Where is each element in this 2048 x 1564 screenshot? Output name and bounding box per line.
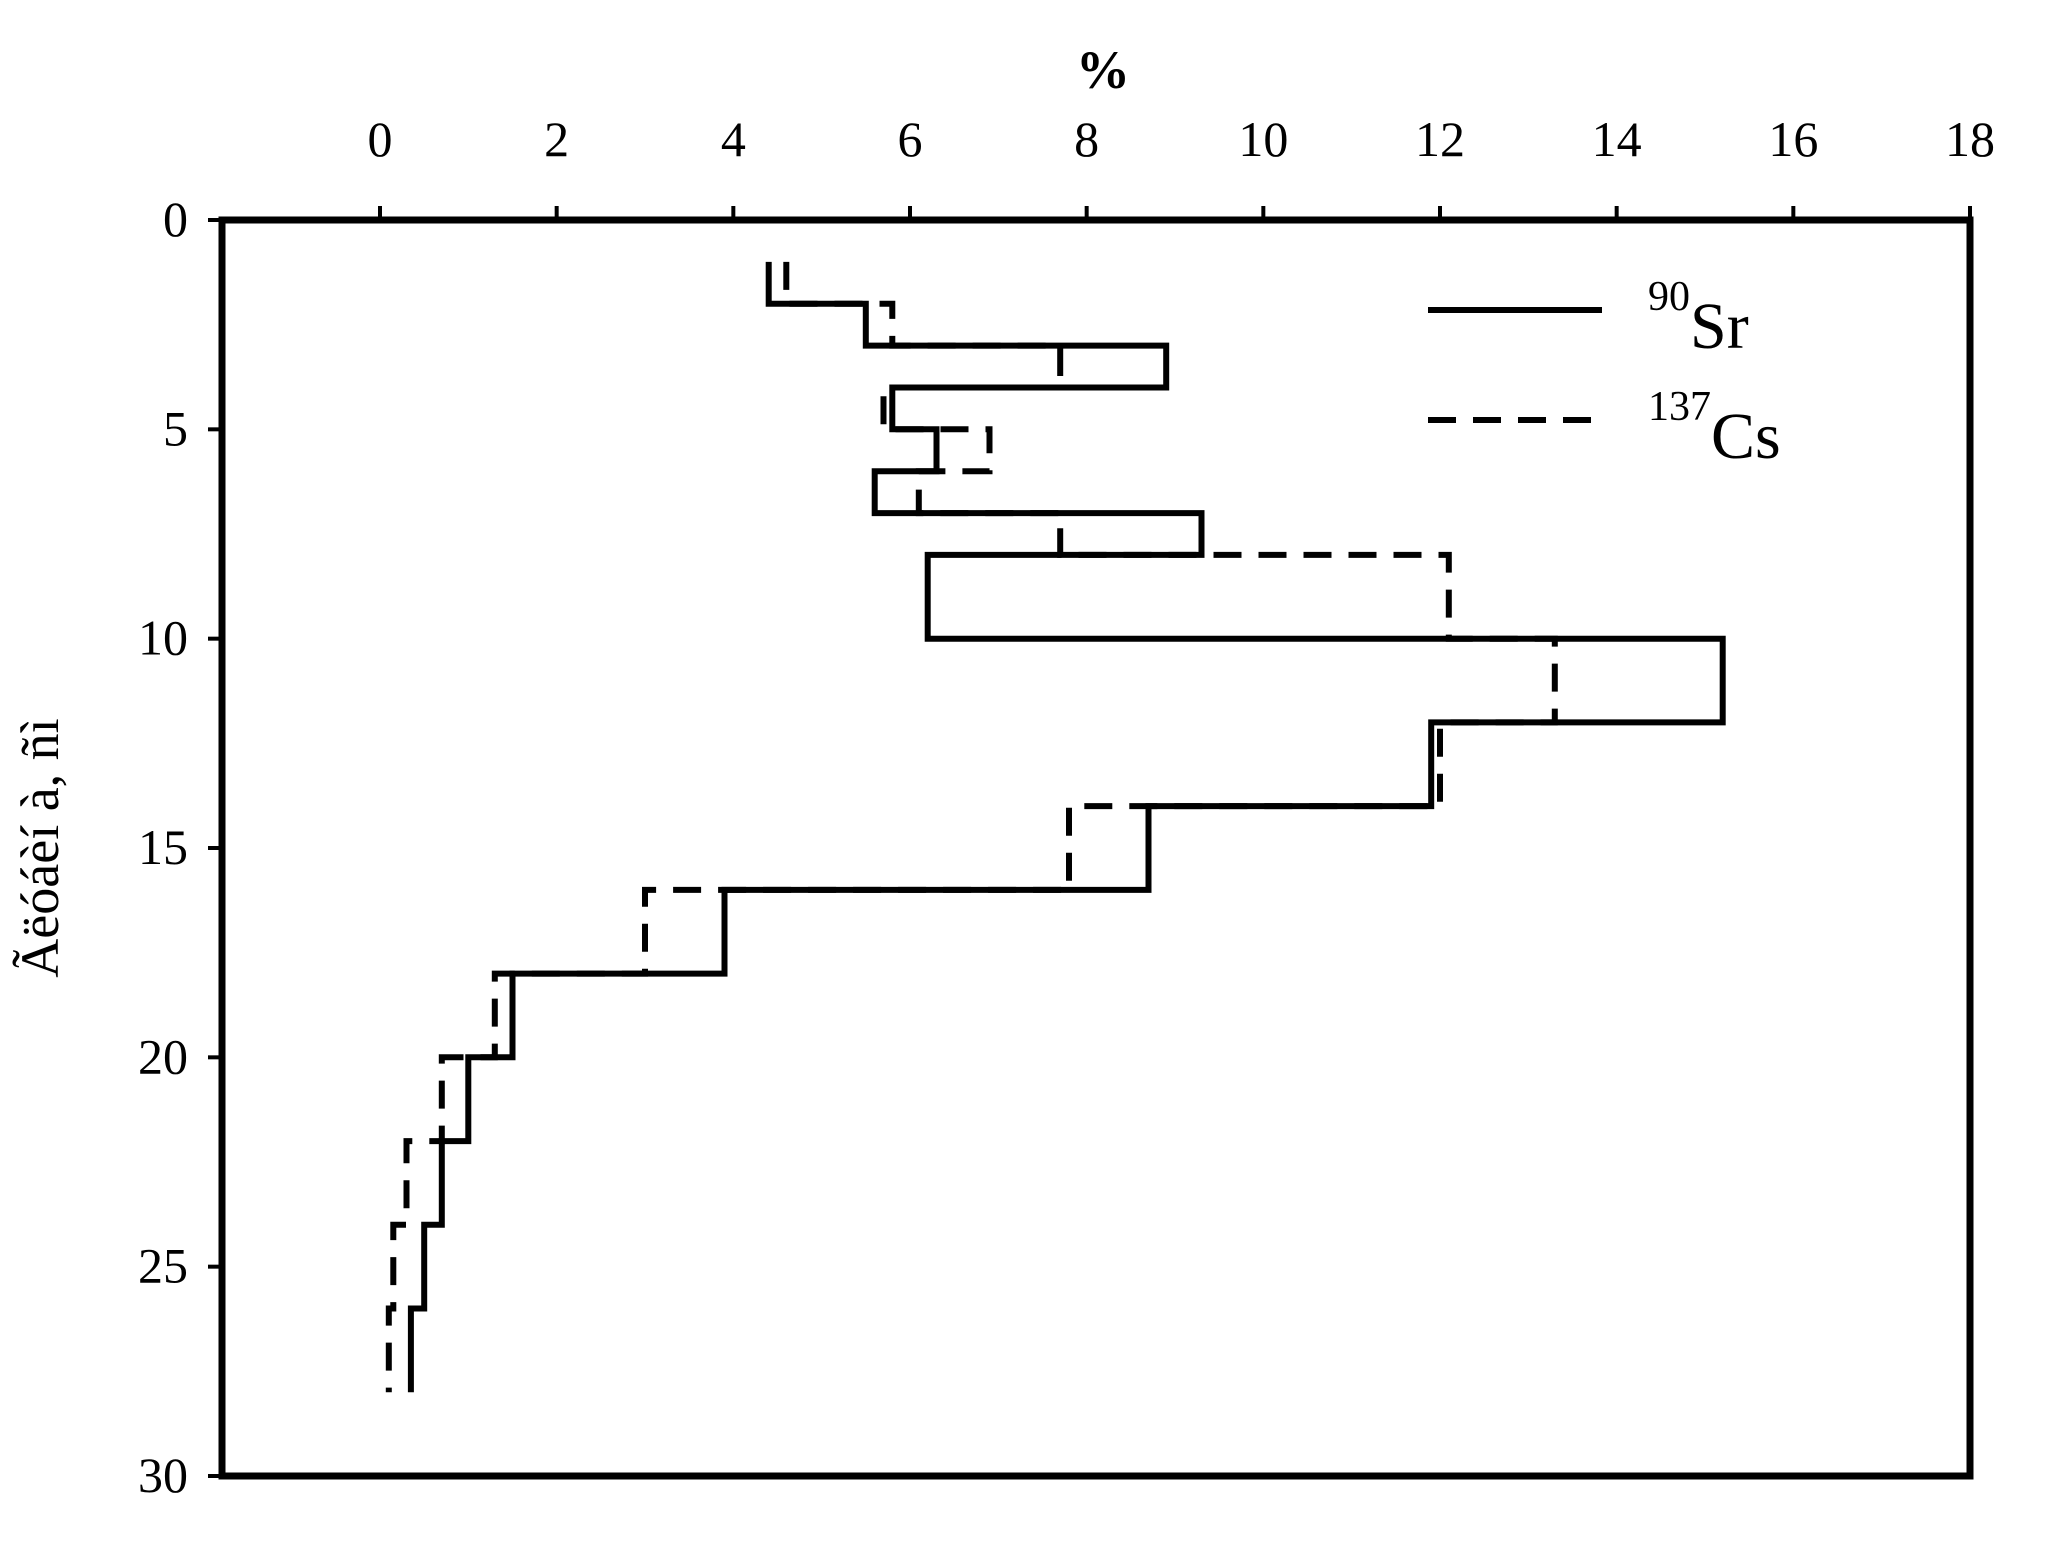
- legend-label-cs137: 137Cs: [1648, 384, 1781, 473]
- tick-layer: 0 2 4 6 8 10 12 14 16 18 0 5 10 15 20 25 30: [138, 111, 1995, 1503]
- x-tick-label: 10: [1238, 111, 1288, 167]
- y-tick-label: 30: [138, 1447, 188, 1503]
- x-tick-label: 18: [1945, 111, 1995, 167]
- series-line-cs137: [385, 261, 1558, 1393]
- y-tick-label: 0: [163, 191, 188, 247]
- x-tick-label: 16: [1768, 111, 1818, 167]
- x-tick-label: 4: [721, 111, 746, 167]
- y-tick-label: 20: [138, 1028, 188, 1084]
- series-layer: [385, 261, 1726, 1393]
- x-tick-label: 0: [368, 111, 393, 167]
- y-tick-label: 5: [163, 400, 188, 456]
- x-tick-label: 12: [1415, 111, 1465, 167]
- y-tick-label: 10: [138, 610, 188, 666]
- x-tick-label: 2: [544, 111, 569, 167]
- legend-cs137-mass-number: 137: [1648, 384, 1711, 430]
- legend: 90Sr 137Cs: [1428, 274, 1781, 473]
- legend-cs137-symbol: Cs: [1711, 400, 1781, 473]
- legend-label-sr90: 90Sr: [1648, 274, 1749, 363]
- x-axis-title: %: [1076, 40, 1130, 100]
- y-tick-label: 15: [138, 819, 188, 875]
- x-tick-label: 8: [1074, 111, 1099, 167]
- y-tick-label: 25: [138, 1238, 188, 1294]
- x-tick-label: 6: [898, 111, 923, 167]
- legend-sr90-symbol: Sr: [1690, 290, 1749, 363]
- plot-area-frame: [218, 216, 1974, 1480]
- legend-sr90-mass-number: 90: [1648, 274, 1690, 320]
- x-tick-label: 14: [1592, 111, 1642, 167]
- y-axis-title: Ãëóáèí à, ñì: [10, 718, 70, 977]
